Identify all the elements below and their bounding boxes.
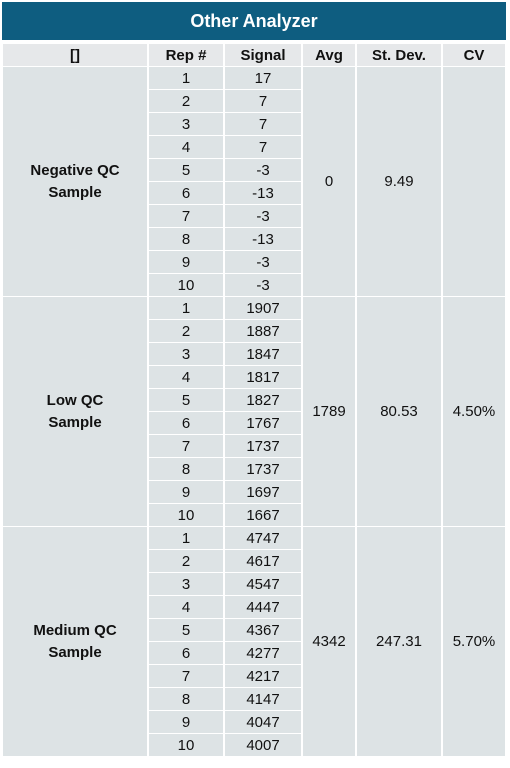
sample-label: Negative QC Sample [3, 67, 147, 296]
rep-number: 9 [149, 711, 223, 733]
header-cell: Rep # [149, 44, 223, 66]
rep-number: 1 [149, 527, 223, 549]
rep-number: 8 [149, 458, 223, 480]
signal-value: -13 [225, 182, 301, 204]
signal-value: 7 [225, 136, 301, 158]
header-cell: CV [443, 44, 505, 66]
average: 4342 [303, 527, 355, 756]
rep-number: 4 [149, 596, 223, 618]
rep-number: 5 [149, 619, 223, 641]
std-dev: 80.53 [357, 297, 441, 526]
rep-number: 9 [149, 481, 223, 503]
cv [443, 67, 505, 296]
rep-number: 2 [149, 90, 223, 112]
signal-value: 1697 [225, 481, 301, 503]
rep-number: 2 [149, 320, 223, 342]
std-dev: 9.49 [357, 67, 441, 296]
signal-value: 17 [225, 67, 301, 89]
signal-value: 4617 [225, 550, 301, 572]
header-cell: St. Dev. [357, 44, 441, 66]
signal-value: 1887 [225, 320, 301, 342]
signal-value: -3 [225, 274, 301, 296]
rep-number: 10 [149, 504, 223, 526]
rep-number: 8 [149, 688, 223, 710]
sample-label: Low QC Sample [3, 297, 147, 526]
rep-number: 6 [149, 642, 223, 664]
signal-value: 1847 [225, 343, 301, 365]
rep-number: 4 [149, 366, 223, 388]
signal-value: 4367 [225, 619, 301, 641]
rep-number: 6 [149, 412, 223, 434]
rep-number: 2 [149, 550, 223, 572]
header-cell: Avg [303, 44, 355, 66]
rep-number: 3 [149, 343, 223, 365]
signal-value: 4007 [225, 734, 301, 756]
signal-value: 1667 [225, 504, 301, 526]
rep-number: 3 [149, 573, 223, 595]
header-cell: [] [3, 44, 147, 66]
signal-value: 4747 [225, 527, 301, 549]
signal-value: 4277 [225, 642, 301, 664]
rep-number: 6 [149, 182, 223, 204]
table-title: Other Analyzer [2, 2, 506, 40]
signal-value: 4147 [225, 688, 301, 710]
signal-value: 1817 [225, 366, 301, 388]
signal-value: 7 [225, 113, 301, 135]
average: 1789 [303, 297, 355, 526]
sample-label: Medium QC Sample [3, 527, 147, 756]
rep-number: 10 [149, 734, 223, 756]
rep-number: 8 [149, 228, 223, 250]
signal-value: -3 [225, 251, 301, 273]
signal-value: 1827 [225, 389, 301, 411]
rep-number: 7 [149, 205, 223, 227]
signal-value: 4217 [225, 665, 301, 687]
header-cell: Signal [225, 44, 301, 66]
rep-number: 10 [149, 274, 223, 296]
signal-value: -13 [225, 228, 301, 250]
rep-number: 1 [149, 67, 223, 89]
signal-value: -3 [225, 159, 301, 181]
signal-value: 4547 [225, 573, 301, 595]
signal-value: -3 [225, 205, 301, 227]
rep-number: 1 [149, 297, 223, 319]
std-dev: 247.31 [357, 527, 441, 756]
rep-number: 7 [149, 665, 223, 687]
cv: 5.70% [443, 527, 505, 756]
rep-number: 7 [149, 435, 223, 457]
rep-number: 9 [149, 251, 223, 273]
signal-value: 4447 [225, 596, 301, 618]
signal-value: 1907 [225, 297, 301, 319]
rep-number: 3 [149, 113, 223, 135]
average: 0 [303, 67, 355, 296]
signal-value: 1737 [225, 458, 301, 480]
rep-number: 4 [149, 136, 223, 158]
cv: 4.50% [443, 297, 505, 526]
signal-value: 7 [225, 90, 301, 112]
signal-value: 4047 [225, 711, 301, 733]
rep-number: 5 [149, 389, 223, 411]
signal-value: 1737 [225, 435, 301, 457]
rep-number: 5 [149, 159, 223, 181]
signal-value: 1767 [225, 412, 301, 434]
